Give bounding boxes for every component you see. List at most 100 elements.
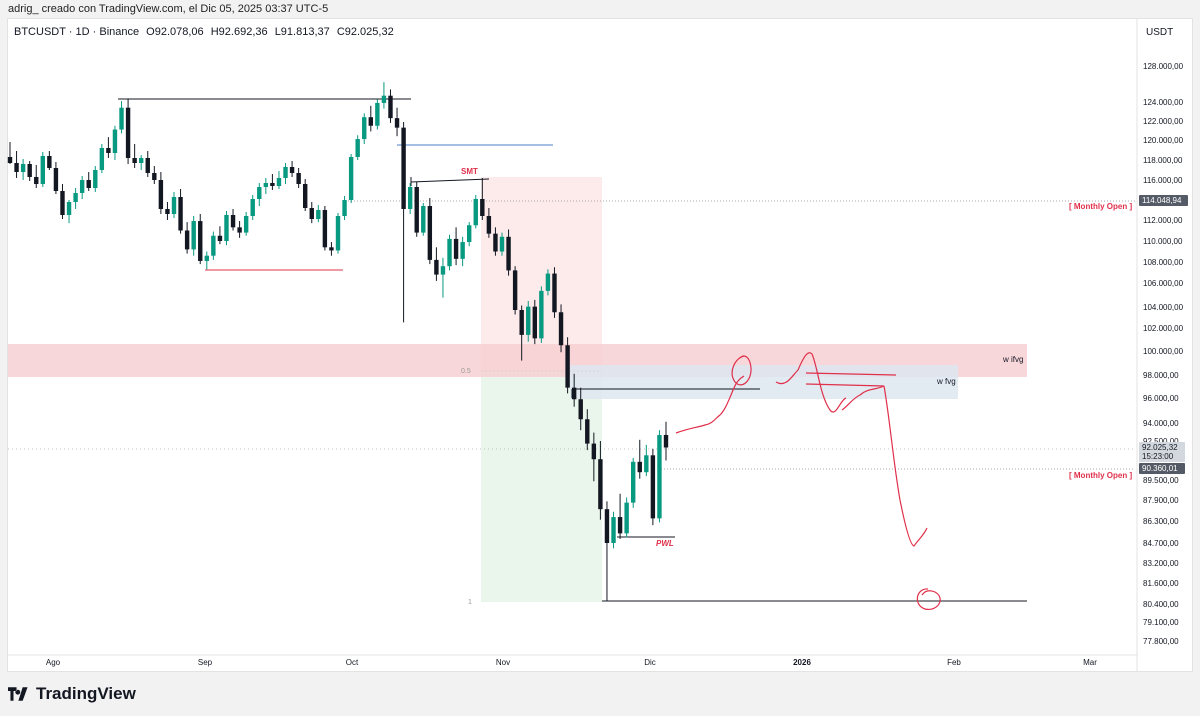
candle-body — [539, 290, 544, 339]
candle-body — [407, 187, 413, 209]
candle-body — [473, 199, 478, 226]
candle-body — [165, 209, 170, 214]
price-tick-label: 92.500,00 — [1143, 437, 1179, 446]
candle-body — [585, 419, 590, 444]
candle-body — [99, 148, 105, 170]
candle-body — [243, 216, 249, 233]
candle-body — [526, 306, 531, 335]
ohlc-high: H92.692,36 — [210, 26, 268, 38]
time-tick-label: Feb — [947, 658, 961, 667]
candle-body — [578, 399, 583, 420]
symbol-name[interactable]: BTCUSDT · 1D · Binance — [14, 26, 140, 38]
candle-body — [467, 225, 472, 243]
candle-body — [73, 193, 78, 202]
candle-body — [493, 233, 498, 252]
w-fvg-label: w fvg — [936, 377, 956, 386]
candle-body — [512, 270, 518, 310]
candle-body — [40, 156, 45, 184]
candle-body — [60, 191, 65, 215]
price-tick-label: 104.000,00 — [1143, 303, 1184, 312]
candle-body — [565, 345, 570, 388]
candle-body — [34, 177, 39, 184]
candle-body — [453, 238, 459, 259]
candle-body — [414, 187, 419, 233]
candle-body — [571, 387, 577, 400]
candle-body — [394, 118, 400, 128]
candle-body — [296, 173, 301, 184]
candle-body — [125, 107, 131, 158]
price-tick-label: 112.000,00 — [1143, 216, 1183, 225]
price-tick-label: 102.000,00 — [1143, 324, 1184, 333]
candle-body — [112, 129, 118, 153]
fib-one-label: 1 — [468, 599, 472, 606]
candle-body — [650, 455, 656, 519]
candle-body — [499, 236, 505, 252]
w-ifvg-label: w ifvg — [1002, 355, 1023, 364]
candle-body — [532, 306, 537, 339]
candle-body — [480, 199, 485, 216]
price-tick-label: 80.400,00 — [1143, 600, 1179, 609]
candle-body — [624, 502, 629, 534]
candle-body — [119, 107, 124, 130]
price-tick-label: 118.000,00 — [1143, 156, 1183, 165]
tradingview-logo-icon — [8, 687, 28, 701]
candle-body — [93, 170, 98, 188]
price-tick-label: 122.000,00 — [1143, 117, 1184, 126]
candle-body — [545, 273, 551, 291]
tradingview-logo: TradingView — [8, 684, 136, 704]
candle-body — [611, 517, 616, 543]
time-tick-label: Oct — [346, 658, 359, 667]
price-tick-label: 96.000,00 — [1143, 394, 1179, 403]
target-circle-1 — [731, 355, 752, 386]
candle-body — [7, 157, 13, 163]
price-tick-label: 108.000,00 — [1143, 258, 1184, 267]
candle-body — [335, 216, 341, 251]
candle-body — [27, 164, 32, 177]
candle-body — [20, 164, 26, 172]
monthly-open-label-2: [ Monthly Open ] — [1069, 471, 1132, 480]
candle-body — [355, 139, 360, 157]
candle-body — [329, 247, 334, 251]
candle-body — [263, 183, 269, 187]
currency-label[interactable]: USDT — [1146, 27, 1174, 38]
candle-body — [591, 443, 597, 460]
price-tick-label: 100.000,00 — [1143, 347, 1184, 356]
fib-half-label: 0.5 — [461, 368, 471, 375]
w-fvg-zone — [570, 365, 958, 399]
time-tick-label: 2026 — [793, 658, 811, 667]
price-tick-label: 84.700,00 — [1143, 539, 1179, 548]
price-tick-label: 116.000,00 — [1143, 176, 1183, 185]
candle-body — [204, 255, 209, 261]
candle-body — [53, 168, 59, 191]
candle-body — [316, 210, 321, 219]
candle-body — [66, 202, 72, 215]
time-tick-label: Mar — [1083, 658, 1097, 667]
candle-body — [106, 148, 111, 153]
price-tick-label: 124.000,00 — [1143, 98, 1184, 107]
projection-path-2 — [775, 352, 928, 547]
candle-body — [381, 95, 387, 103]
last-price-badge: 92.025,32 — [1142, 443, 1178, 452]
price-badge-monthly-open-2: 90.360,01 — [1142, 464, 1178, 473]
candle-body — [250, 199, 255, 216]
candle-body — [198, 221, 203, 261]
smt-line — [410, 178, 490, 183]
price-tick-label: 128.000,00 — [1143, 62, 1184, 71]
candle-body — [86, 180, 91, 188]
candle-body — [191, 221, 196, 250]
candle-body — [348, 157, 354, 200]
candle-body — [506, 236, 511, 271]
time-tick-label: Nov — [496, 658, 510, 667]
symbol-legend: BTCUSDT · 1D · Binance O92.078,06 H92.69… — [14, 26, 398, 38]
candle-body — [237, 227, 242, 233]
candle-body — [644, 455, 649, 473]
target-zone — [481, 371, 602, 602]
bar-countdown: 15:23:00 — [1142, 452, 1174, 461]
candle-body — [663, 435, 669, 448]
time-tick-label: Sep — [198, 658, 213, 667]
candle-body — [657, 435, 662, 519]
price-badge-bg — [1139, 463, 1185, 474]
candle-body — [132, 158, 137, 163]
candle-body — [184, 230, 190, 250]
